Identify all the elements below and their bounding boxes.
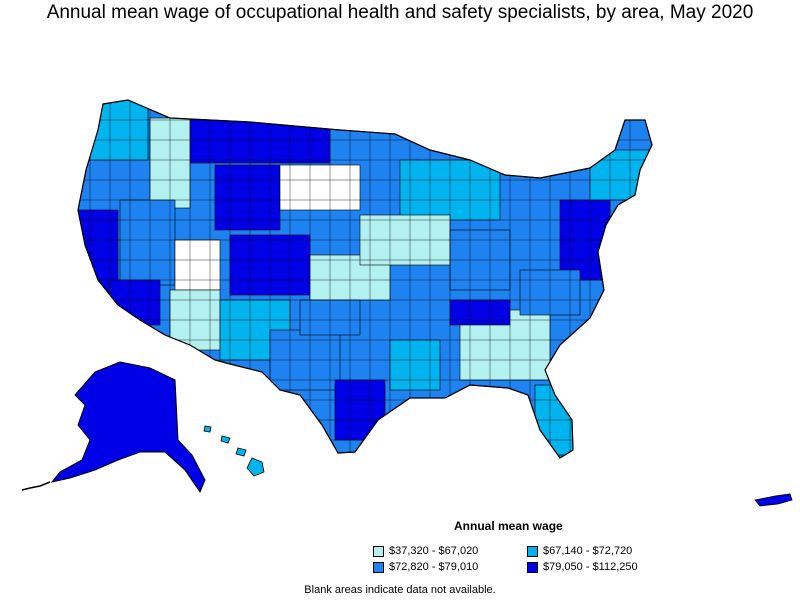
legend-label-1: $37,320 - $67,020 bbox=[389, 545, 479, 557]
legend-swatch-2 bbox=[527, 545, 538, 557]
region-louisiana bbox=[389, 339, 441, 391]
legend-swatch-4 bbox=[527, 561, 538, 573]
puerto-rico bbox=[754, 493, 793, 507]
hawaii-oahu bbox=[220, 435, 231, 444]
hawaii-kauai bbox=[203, 425, 212, 433]
legend-label-3: $72,820 - $79,010 bbox=[389, 561, 479, 573]
region-utah-blank bbox=[174, 239, 221, 291]
hawaii bbox=[203, 425, 265, 477]
region-wyoming bbox=[214, 164, 281, 231]
legend-item-3: $72,820 - $79,010 bbox=[373, 561, 478, 573]
continental-us bbox=[77, 99, 653, 459]
region-texas-gulf bbox=[334, 379, 386, 441]
region-dakotas-blank bbox=[279, 164, 361, 211]
hawaii-maui bbox=[235, 447, 247, 457]
region-nevada bbox=[119, 199, 176, 286]
legend-item-2: $67,140 - $72,720 bbox=[527, 545, 632, 557]
aleutian-islands bbox=[21, 481, 51, 491]
legend-swatch-3 bbox=[373, 561, 384, 573]
region-tennessee bbox=[449, 299, 511, 326]
hawaii-big-island bbox=[246, 457, 265, 477]
region-pacific-northwest bbox=[78, 100, 149, 161]
footnote: Blank areas indicate data not available. bbox=[304, 584, 496, 596]
puerto-rico-shape bbox=[754, 493, 793, 507]
region-montana bbox=[189, 117, 331, 164]
alaska-shape bbox=[50, 361, 206, 494]
legend-label-4: $79,050 - $112,250 bbox=[543, 561, 638, 573]
legend-swatch-1 bbox=[373, 545, 384, 557]
region-new-england bbox=[589, 149, 651, 201]
conus-border bbox=[77, 99, 653, 459]
legend-label-2: $67,140 - $72,720 bbox=[543, 545, 633, 557]
legend-item-1: $37,320 - $67,020 bbox=[373, 545, 478, 557]
map-title: Annual mean wage of occupational health … bbox=[46, 2, 754, 23]
alaska bbox=[21, 361, 206, 494]
legend-title: Annual mean wage bbox=[454, 519, 563, 533]
region-socal bbox=[109, 279, 161, 326]
legend-item-4: $79,050 - $112,250 bbox=[527, 561, 638, 573]
